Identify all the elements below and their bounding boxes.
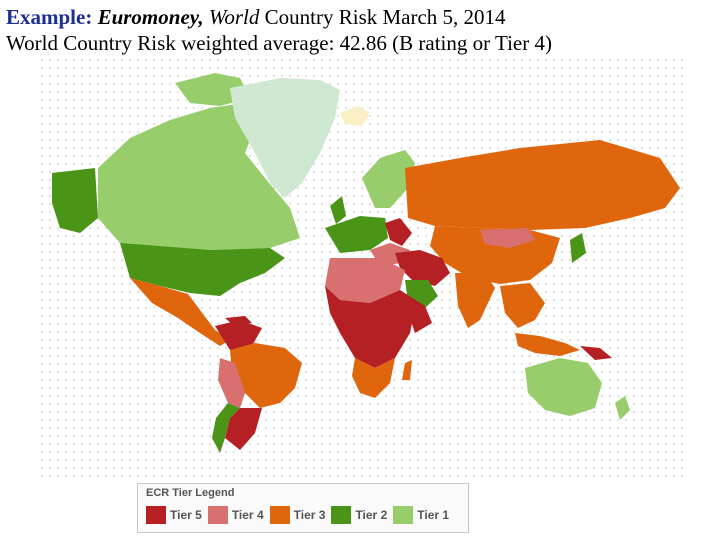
legend-label-tier1: Tier 1 bbox=[417, 508, 450, 522]
slide-caption: Example: Euromoney, World Country Risk M… bbox=[6, 4, 718, 56]
caption-source: Euromoney, bbox=[97, 5, 204, 29]
region-madagascar bbox=[402, 360, 412, 380]
region-russia bbox=[405, 140, 680, 230]
region-middle-east bbox=[395, 250, 450, 286]
region-iceland bbox=[340, 106, 370, 126]
region-arctic-islands bbox=[175, 73, 250, 106]
legend-label-tier5: Tier 5 bbox=[170, 508, 202, 522]
region-alaska bbox=[52, 168, 98, 233]
caption-title-rest: Country Risk March 5, 2014 bbox=[264, 5, 506, 29]
region-uk bbox=[330, 196, 346, 224]
region-peru-bolivia bbox=[218, 358, 245, 408]
region-scandinavia bbox=[362, 150, 415, 208]
region-eastern-europe bbox=[385, 218, 412, 246]
region-mexico-central-america bbox=[130, 278, 230, 346]
region-india bbox=[455, 273, 495, 328]
caption-lead: Example: bbox=[6, 5, 93, 29]
region-usa bbox=[120, 243, 285, 296]
legend-title: ECR Tier Legend bbox=[146, 487, 235, 499]
legend-item-tier3: Tier 3 bbox=[269, 506, 326, 524]
region-southeast-asia bbox=[500, 283, 545, 328]
caption-subtitle: World Country Risk weighted average: 42.… bbox=[6, 31, 552, 55]
region-new-zealand bbox=[615, 396, 630, 420]
region-chile bbox=[212, 403, 240, 453]
caption-title: Example: Euromoney, World Country Risk M… bbox=[6, 4, 718, 30]
world-country-risk-map bbox=[40, 58, 684, 478]
region-argentina bbox=[225, 408, 262, 450]
legend-label-tier3: Tier 3 bbox=[293, 508, 326, 522]
legend-swatch-tier4 bbox=[207, 506, 228, 524]
legend-item-tier5: Tier 5 bbox=[146, 506, 202, 524]
legend-item-tier2: Tier 2 bbox=[331, 506, 387, 524]
region-indonesia bbox=[515, 333, 580, 356]
region-greenland bbox=[230, 78, 340, 198]
region-japan bbox=[570, 233, 586, 263]
legend-swatch-tier2 bbox=[331, 506, 352, 524]
legend-label-tier2: Tier 2 bbox=[355, 508, 388, 522]
legend-items: Tier 5 Tier 4 Tier 3 Tier 2 Tier 1 bbox=[146, 506, 449, 524]
region-north-africa bbox=[325, 258, 405, 303]
tier-legend: ECR Tier Legend Tier 5 Tier 4 Tier 3 Tie… bbox=[137, 483, 469, 533]
region-southern-africa bbox=[352, 358, 395, 398]
legend-swatch-tier3 bbox=[269, 506, 290, 524]
legend-swatch-tier1 bbox=[393, 506, 414, 524]
caption-world: World bbox=[208, 5, 260, 29]
region-western-europe bbox=[325, 216, 388, 253]
region-east-africa bbox=[400, 290, 432, 333]
legend-swatch-tier5 bbox=[146, 506, 166, 524]
region-central-africa bbox=[325, 286, 415, 368]
region-south-america-tier3 bbox=[230, 343, 302, 408]
region-colombia-venezuela bbox=[215, 320, 262, 350]
legend-item-tier1: Tier 1 bbox=[393, 506, 449, 524]
region-australia bbox=[525, 358, 602, 416]
legend-item-tier4: Tier 4 bbox=[207, 506, 264, 524]
legend-label-tier4: Tier 4 bbox=[231, 508, 264, 522]
region-papua bbox=[580, 346, 612, 360]
region-mongolia bbox=[480, 228, 535, 248]
